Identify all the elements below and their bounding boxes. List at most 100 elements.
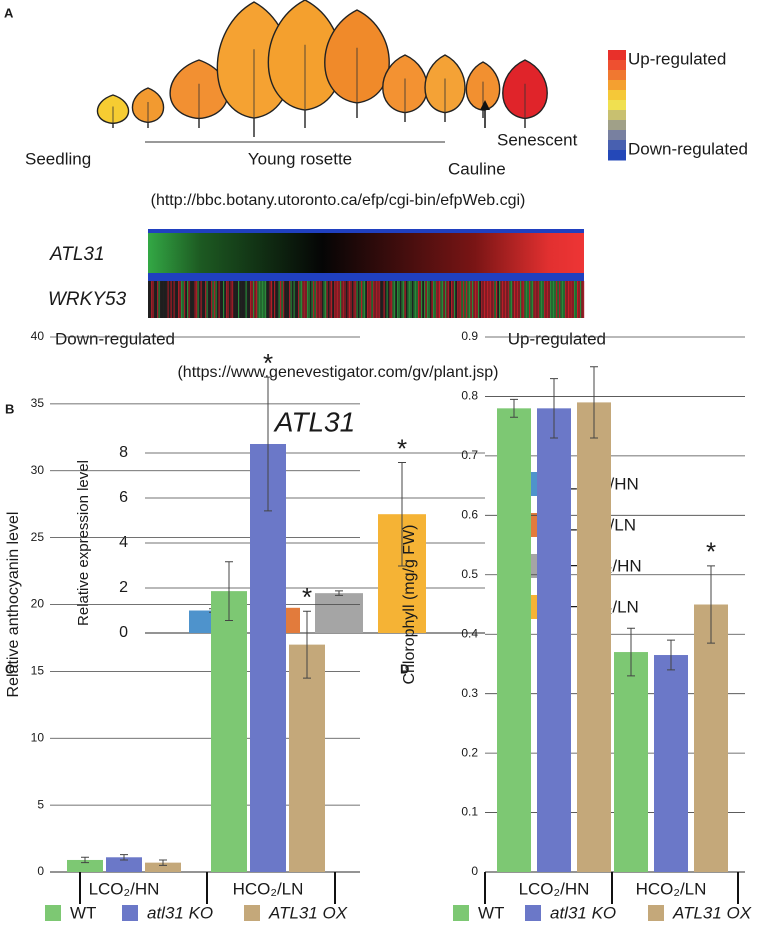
scale-step <box>608 80 626 91</box>
heatmap-stripe <box>194 281 196 318</box>
heatmap-stripe <box>544 281 546 318</box>
heatmap-stripe <box>517 281 519 318</box>
y-tick-label: 0.8 <box>461 389 478 403</box>
heatmap-stripe <box>280 281 282 318</box>
bar <box>106 857 142 872</box>
heatmap-stripe <box>266 281 268 318</box>
heatmap-stripe <box>536 281 538 318</box>
heatmap-stripe <box>541 281 543 318</box>
legend-swatch <box>453 905 469 921</box>
heatmap-stripe <box>358 281 360 318</box>
chart-title: ATL31 <box>273 406 355 437</box>
heatmap-stripe <box>377 281 379 318</box>
heatmap-stripe <box>245 281 247 318</box>
heatmap-stripe <box>457 281 459 318</box>
heatmap-stripe <box>319 281 321 318</box>
error-bar <box>159 859 167 866</box>
heatmap-stripe <box>398 281 400 318</box>
heatmap-stripe <box>331 281 333 318</box>
heatmap-stripe <box>242 281 244 318</box>
heatmap-stripe <box>374 281 376 318</box>
heatmap-stripe <box>169 281 171 318</box>
heatmap-stripe <box>443 281 445 318</box>
heatmap-stripe <box>428 281 430 318</box>
heatmap-stripe <box>163 281 165 318</box>
heatmap-stripe <box>289 281 291 318</box>
heatmap-stripe <box>566 281 568 318</box>
heatmap-stripe <box>461 281 463 318</box>
heatmap-stripe <box>410 281 412 318</box>
heatmap-stripe <box>203 281 205 318</box>
heatmap-stripe <box>467 281 469 318</box>
heatmap-stripe <box>209 281 211 318</box>
heatmap-stripe <box>226 281 228 318</box>
heatmap-stripe <box>316 281 318 318</box>
heatmap-stripe <box>575 281 577 318</box>
error-bar <box>264 376 272 512</box>
heatmap-stripe <box>449 281 451 318</box>
heatmap-stripe <box>556 281 558 318</box>
heatmap-stripe <box>260 281 262 318</box>
scale-step <box>608 110 626 121</box>
heatmap-stripe <box>403 281 405 318</box>
heatmap-stripe <box>439 281 441 318</box>
heatmap-stripe <box>436 281 438 318</box>
bar <box>289 644 325 872</box>
heatmap-stripe <box>413 281 415 318</box>
x-tick-label: LCO₂/HN <box>89 879 160 898</box>
y-tick-label: 0.7 <box>461 448 478 462</box>
heatmap-stripe <box>539 281 541 318</box>
heatmap-stripe <box>296 281 298 318</box>
heatmap-stripe <box>347 281 349 318</box>
heatmap-stripe <box>479 281 481 318</box>
heatmap-stripe <box>451 281 453 318</box>
heatmap-stripe <box>446 281 448 318</box>
y-tick-label: 0.4 <box>461 626 478 640</box>
scale-label: Down-regulated <box>628 139 748 158</box>
heatmap-stripe <box>268 281 270 318</box>
heatmap-stripe <box>193 281 195 318</box>
heatmap-stripe <box>284 281 286 318</box>
y-tick-label: 0.6 <box>461 508 478 522</box>
heatmap-stripe <box>511 281 513 318</box>
heatmap-stripe <box>424 281 426 318</box>
heatmap-stripe <box>340 281 342 318</box>
heatmap-stripe <box>481 281 483 318</box>
heatmap-stripe <box>224 281 226 318</box>
y-tick-label: 6 <box>119 489 128 506</box>
heatmap-stripe <box>464 281 466 318</box>
heatmap-stripe <box>271 281 273 318</box>
heatmap-stripe <box>548 281 550 318</box>
heatmap-stripe <box>529 281 531 318</box>
heatmap-stripe <box>248 281 250 318</box>
heatmap-stripe <box>322 281 324 318</box>
bar <box>211 591 247 872</box>
heatmap-stripe <box>578 281 580 318</box>
legend-swatch <box>122 905 138 921</box>
y-tick-label: 0.9 <box>461 329 478 343</box>
heatmap-stripe <box>568 281 570 318</box>
heatmap-stripe <box>328 281 330 318</box>
y-axis-label: Relative anthocyanin level <box>5 512 22 698</box>
heatmap-stripe <box>247 281 249 318</box>
heatmap-stripe <box>343 281 345 318</box>
gene-label: WRKY53 <box>48 289 127 310</box>
heatmap-stripe <box>197 281 199 318</box>
heatmap-stripe <box>160 281 162 318</box>
heatmap-stripe <box>157 281 159 318</box>
legend-swatch <box>244 905 260 921</box>
heatmap-stripe <box>332 281 334 318</box>
error-bar <box>225 561 233 622</box>
heatmap-stripe <box>338 281 340 318</box>
heatmap-stripe <box>493 281 495 318</box>
heatmap-stripe <box>559 281 561 318</box>
heatmap-stripe <box>574 281 576 318</box>
heatmap-stripe <box>452 281 454 318</box>
heatmap-stripe <box>562 281 564 318</box>
heatmap-stripe <box>494 281 496 318</box>
heatmap-stripe <box>404 281 406 318</box>
heatmap-stripe <box>205 281 207 318</box>
heatmap-stripe <box>505 281 507 318</box>
arrow-head <box>480 100 490 110</box>
